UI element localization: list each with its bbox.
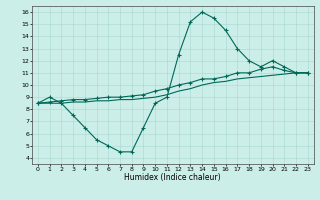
X-axis label: Humidex (Indice chaleur): Humidex (Indice chaleur) xyxy=(124,173,221,182)
